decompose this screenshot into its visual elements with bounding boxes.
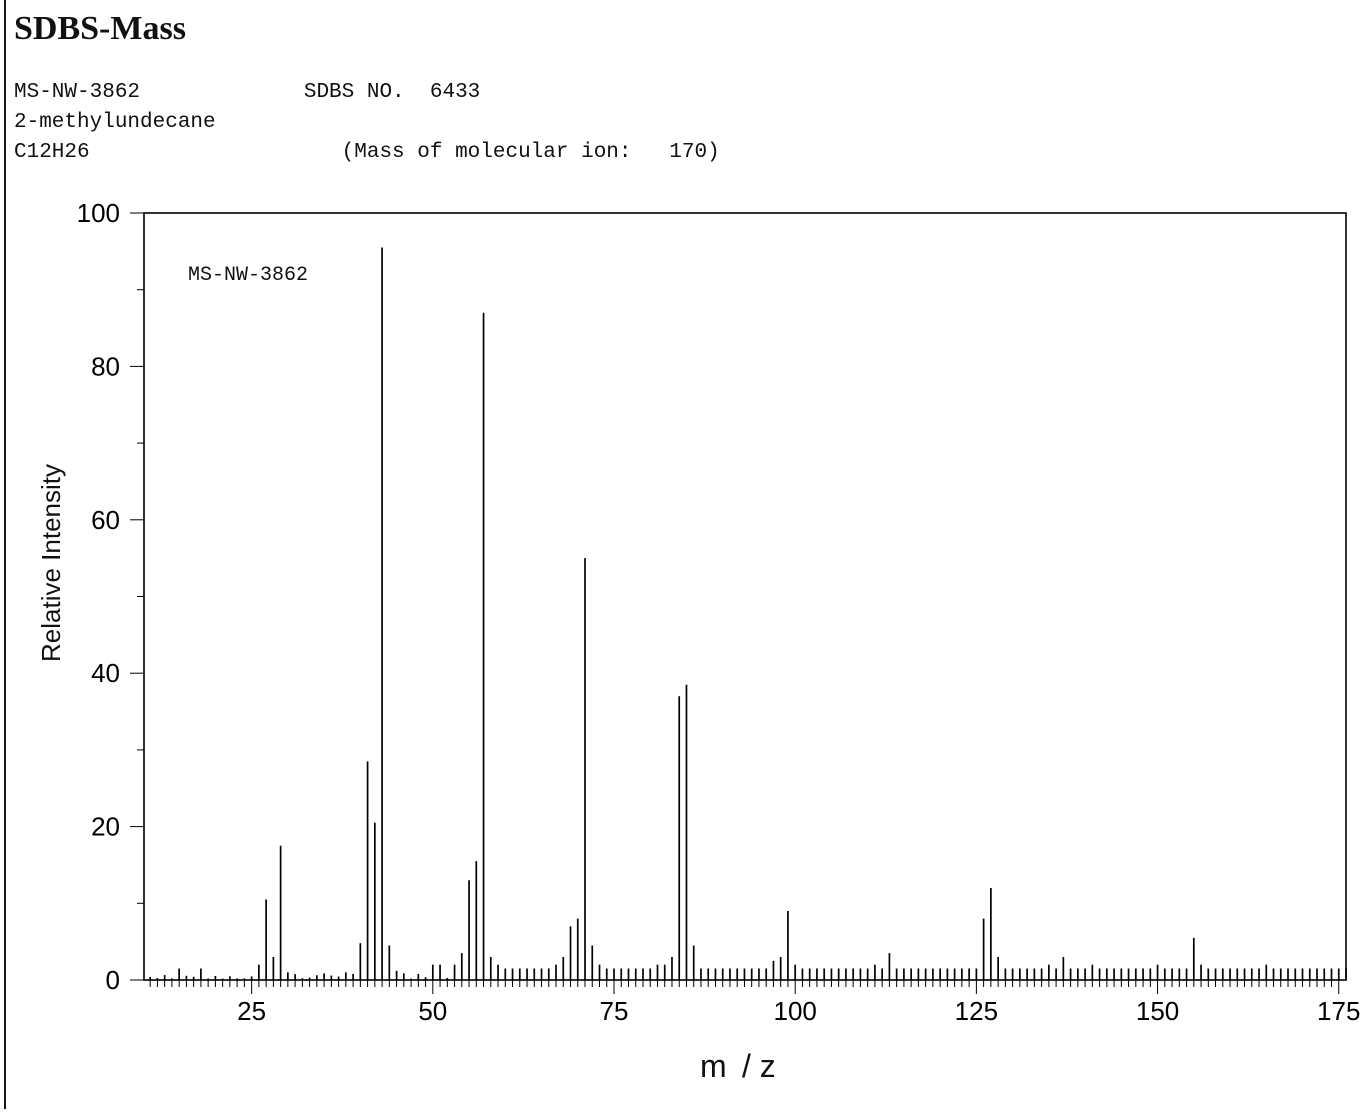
svg-text:150: 150: [1136, 996, 1179, 1026]
svg-text:80: 80: [91, 351, 120, 381]
svg-text:75: 75: [600, 996, 629, 1026]
svg-text:0: 0: [106, 965, 120, 995]
svg-text:40: 40: [91, 658, 120, 688]
svg-text:100: 100: [773, 996, 816, 1026]
svg-text:175: 175: [1317, 996, 1360, 1026]
svg-text:100: 100: [77, 198, 120, 228]
svg-text:20: 20: [91, 812, 120, 842]
svg-text:50: 50: [418, 996, 447, 1026]
svg-text:125: 125: [955, 996, 998, 1026]
svg-text:25: 25: [237, 996, 266, 1026]
svg-text:60: 60: [91, 505, 120, 535]
